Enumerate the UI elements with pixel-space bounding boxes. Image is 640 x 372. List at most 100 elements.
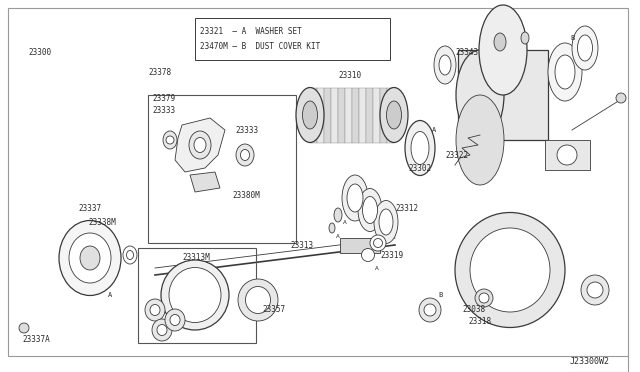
Text: 23313M: 23313M	[182, 253, 210, 263]
Ellipse shape	[577, 35, 593, 61]
Text: A: A	[432, 127, 436, 133]
Bar	[195, 18, 390, 60]
Ellipse shape	[405, 121, 435, 176]
Polygon shape	[190, 172, 220, 192]
Ellipse shape	[439, 55, 451, 75]
Ellipse shape	[347, 184, 363, 212]
Ellipse shape	[475, 289, 493, 307]
Ellipse shape	[246, 286, 271, 314]
Ellipse shape	[127, 250, 134, 260]
Text: B: B	[438, 292, 442, 298]
Text: 23300: 23300	[28, 48, 51, 57]
Text: 23357: 23357	[262, 305, 285, 314]
Circle shape	[616, 93, 626, 103]
Ellipse shape	[379, 209, 393, 235]
Ellipse shape	[494, 33, 506, 51]
Text: 23379: 23379	[152, 93, 175, 103]
Text: 23302: 23302	[408, 164, 431, 173]
Text: J23300W2: J23300W2	[570, 357, 610, 366]
Ellipse shape	[548, 43, 582, 101]
Ellipse shape	[238, 279, 278, 321]
Text: A: A	[375, 266, 379, 270]
Bar	[387, 88, 394, 143]
Ellipse shape	[555, 55, 575, 89]
Text: A: A	[108, 292, 112, 298]
Bar	[317, 88, 324, 143]
Text: 23318: 23318	[468, 317, 491, 327]
Text: A: A	[343, 219, 347, 224]
Ellipse shape	[80, 246, 100, 270]
Text: 23310: 23310	[338, 71, 361, 80]
Bar	[338, 88, 345, 143]
Text: 23470M — B  DUST COVER KIT: 23470M — B DUST COVER KIT	[200, 42, 320, 51]
Text: 23038: 23038	[462, 305, 485, 314]
Bar	[373, 88, 380, 143]
Text: 23378: 23378	[148, 67, 171, 77]
Ellipse shape	[455, 212, 565, 327]
Ellipse shape	[169, 267, 221, 323]
Bar	[458, 50, 548, 140]
Text: 23380M: 23380M	[232, 190, 260, 199]
Ellipse shape	[358, 189, 382, 231]
Text: 23321  — A  WASHER SET: 23321 — A WASHER SET	[200, 26, 301, 35]
Circle shape	[587, 282, 603, 298]
Ellipse shape	[342, 175, 368, 221]
Text: 23333: 23333	[152, 106, 175, 115]
Ellipse shape	[419, 298, 441, 322]
Text: B: B	[570, 35, 574, 41]
Ellipse shape	[362, 196, 378, 224]
Ellipse shape	[334, 208, 342, 222]
Ellipse shape	[161, 260, 229, 330]
Circle shape	[424, 304, 436, 316]
Bar	[545, 140, 590, 170]
Ellipse shape	[157, 324, 167, 336]
Text: 23313: 23313	[290, 241, 313, 250]
Text: 23337A: 23337A	[22, 336, 50, 344]
Text: 23319: 23319	[380, 250, 403, 260]
Ellipse shape	[150, 305, 160, 315]
Ellipse shape	[374, 238, 383, 247]
Ellipse shape	[163, 131, 177, 149]
Ellipse shape	[572, 26, 598, 70]
Ellipse shape	[189, 131, 211, 159]
Ellipse shape	[165, 309, 185, 331]
Ellipse shape	[303, 101, 317, 129]
Ellipse shape	[59, 221, 121, 295]
Ellipse shape	[152, 319, 172, 341]
Text: 23322: 23322	[445, 151, 468, 160]
Bar	[340, 238, 380, 253]
Text: A: A	[336, 234, 340, 238]
Bar	[359, 88, 366, 143]
Circle shape	[19, 323, 29, 333]
Text: 23337: 23337	[78, 203, 101, 212]
Bar	[138, 248, 256, 343]
Ellipse shape	[329, 223, 335, 233]
Ellipse shape	[411, 131, 429, 164]
Ellipse shape	[434, 46, 456, 84]
Bar	[345, 88, 352, 143]
Ellipse shape	[296, 87, 324, 142]
Ellipse shape	[479, 293, 489, 303]
Bar	[310, 88, 317, 143]
Ellipse shape	[123, 246, 137, 264]
Bar	[366, 88, 373, 143]
Bar	[398, 20, 626, 336]
Ellipse shape	[521, 32, 529, 44]
Ellipse shape	[145, 299, 165, 321]
Ellipse shape	[581, 275, 609, 305]
Ellipse shape	[380, 87, 408, 142]
Ellipse shape	[456, 95, 504, 185]
Ellipse shape	[387, 101, 401, 129]
Bar	[324, 88, 331, 143]
Polygon shape	[420, 135, 610, 340]
Text: 23338M: 23338M	[88, 218, 116, 227]
Bar	[352, 88, 359, 143]
Circle shape	[557, 145, 577, 165]
Text: 23333: 23333	[235, 125, 258, 135]
Ellipse shape	[236, 144, 254, 166]
Text: 23343: 23343	[455, 48, 478, 57]
Bar	[148, 95, 296, 243]
Ellipse shape	[170, 314, 180, 326]
Polygon shape	[175, 118, 225, 172]
Ellipse shape	[470, 228, 550, 312]
